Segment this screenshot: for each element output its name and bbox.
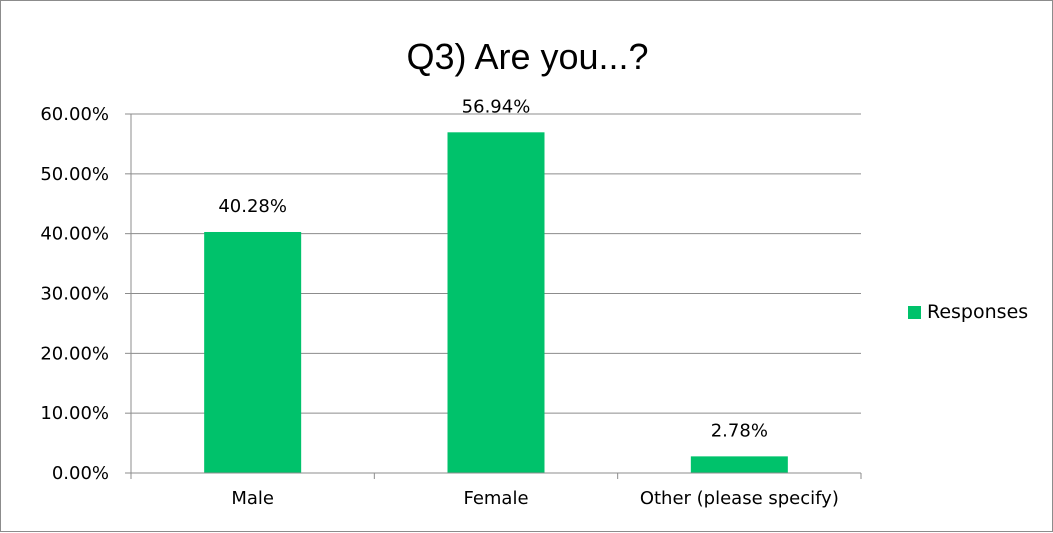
y-tick-label: 50.00% xyxy=(40,164,109,185)
chart-title: Q3) Are you...? xyxy=(406,36,649,77)
x-tick-label: Male xyxy=(231,488,274,509)
axes xyxy=(125,113,862,479)
y-tick-label: 0.00% xyxy=(52,463,109,484)
y-tick-label: 10.00% xyxy=(40,403,109,424)
legend-label-responses: Responses xyxy=(927,301,1029,323)
bar xyxy=(447,132,545,473)
data-label: 40.28% xyxy=(218,196,287,217)
bars xyxy=(204,132,788,473)
y-tick-label: 20.00% xyxy=(40,343,109,364)
y-tick-label: 40.00% xyxy=(40,224,109,245)
legend-swatch xyxy=(908,305,921,319)
x-tick-label: Female xyxy=(463,488,528,509)
legend: Responses xyxy=(908,301,1028,323)
labels: 0.00% 10.00% 20.00% 30.00% 40.00% 50.00% 60.00… xyxy=(40,96,838,509)
bar xyxy=(690,456,788,473)
data-label: 2.78% xyxy=(711,420,768,441)
data-label: 56.94% xyxy=(462,96,531,117)
y-tick-label: 30.00% xyxy=(40,284,109,305)
bar xyxy=(204,231,302,473)
x-tick-label: Other (please specify) xyxy=(640,488,839,509)
y-tick-label: 60.00% xyxy=(40,104,109,125)
